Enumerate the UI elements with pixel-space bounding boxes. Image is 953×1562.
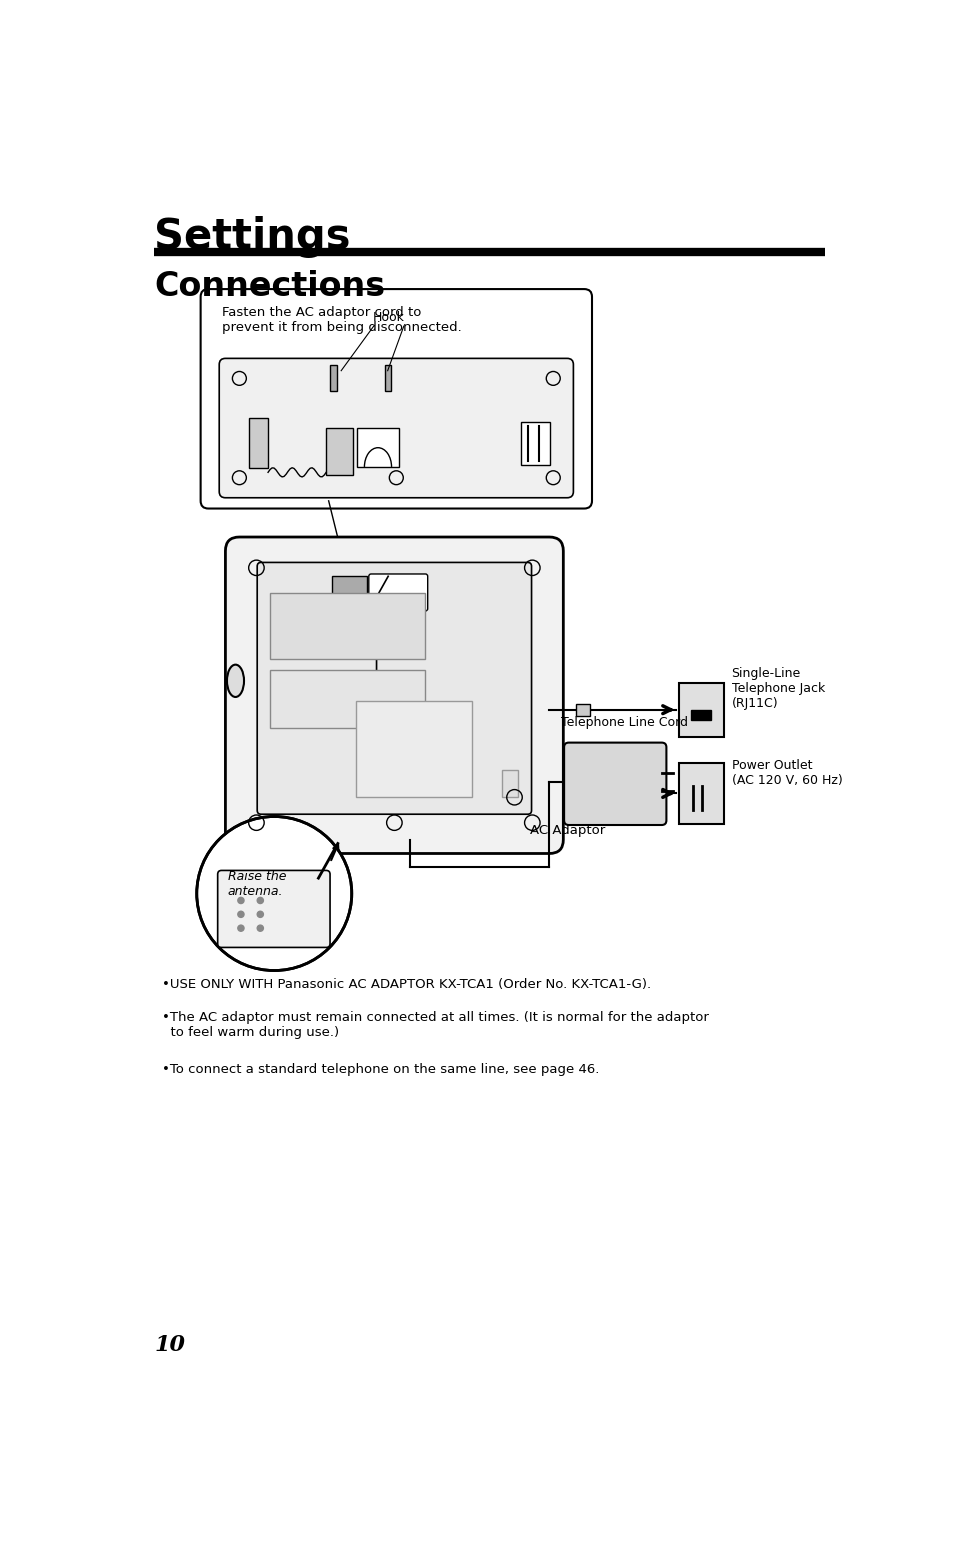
Circle shape [257, 911, 263, 917]
Text: Telephone Line Cord: Telephone Line Cord [560, 715, 687, 729]
Bar [249, 419, 268, 469]
FancyBboxPatch shape [369, 573, 427, 611]
Circle shape [257, 898, 263, 903]
Bar [520, 422, 550, 464]
Bar [679, 683, 723, 737]
Circle shape [196, 817, 352, 970]
Text: Connections: Connections [154, 270, 385, 303]
FancyBboxPatch shape [225, 537, 562, 853]
Bar [355, 701, 472, 797]
Bar [501, 770, 517, 797]
FancyBboxPatch shape [257, 562, 531, 814]
Text: Fasten the AC adaptor cord to
prevent it from being disconnected.: Fasten the AC adaptor cord to prevent it… [222, 306, 461, 334]
Bar [330, 364, 336, 392]
Text: AC Adaptor: AC Adaptor [530, 825, 604, 837]
Ellipse shape [227, 665, 244, 697]
Text: Raise the
antenna.: Raise the antenna. [228, 870, 286, 898]
Bar [384, 364, 391, 392]
Bar [270, 594, 425, 659]
FancyBboxPatch shape [217, 870, 330, 948]
Circle shape [237, 898, 244, 903]
Text: •USE ONLY WITH Panasonic AC ADAPTOR KX-TCA1 (Order No. KX-TCA1-G).: •USE ONLY WITH Panasonic AC ADAPTOR KX-T… [162, 978, 650, 992]
Bar [332, 576, 367, 609]
Bar [270, 670, 425, 728]
Bar [679, 762, 723, 825]
Text: Hook: Hook [373, 311, 404, 323]
Bar [325, 428, 353, 475]
Text: Settings: Settings [154, 216, 351, 258]
Circle shape [237, 925, 244, 931]
Bar [356, 428, 399, 467]
Text: Power Outlet
(AC 120 V, 60 Hz): Power Outlet (AC 120 V, 60 Hz) [731, 759, 841, 787]
FancyBboxPatch shape [219, 358, 573, 498]
FancyBboxPatch shape [563, 742, 666, 825]
Circle shape [237, 911, 244, 917]
Text: •To connect a standard telephone on the same line, see page 46.: •To connect a standard telephone on the … [162, 1062, 598, 1076]
Text: •The AC adaptor must remain connected at all times. (It is normal for the adapto: •The AC adaptor must remain connected at… [162, 1011, 708, 1039]
Text: Single-Line
Telephone Jack
(RJ11C): Single-Line Telephone Jack (RJ11C) [731, 667, 824, 711]
Bar [691, 711, 711, 720]
Bar [576, 703, 590, 715]
FancyBboxPatch shape [200, 289, 592, 509]
Circle shape [257, 925, 263, 931]
Text: 10: 10 [154, 1334, 185, 1356]
